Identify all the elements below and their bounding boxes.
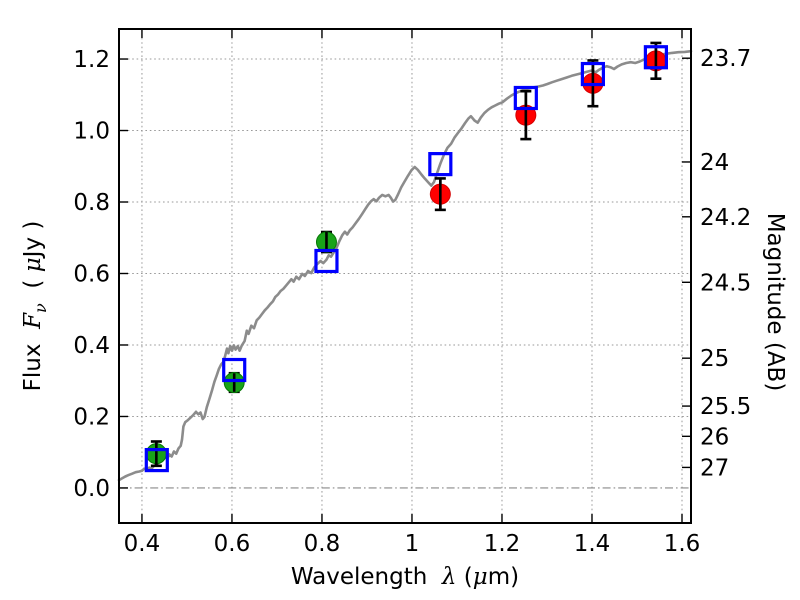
model-spectrum-line	[117, 49, 693, 482]
y-tick-label-right: 26	[700, 424, 729, 450]
x-axis-label: Wavelength λ (μm)	[291, 564, 519, 590]
axes-box	[118, 28, 692, 524]
y-axis-label-left: Flux Fν​ ( μJy )	[20, 221, 50, 392]
y-tick-label-right: 25	[700, 346, 729, 372]
model-photometry-marker	[513, 85, 538, 111]
y-tick-label-left: 0.0	[73, 476, 110, 502]
y-tick-label-right: 23.7	[700, 46, 751, 72]
y-tick-label-right: 24.2	[700, 205, 751, 231]
model-photometry-marker	[428, 152, 453, 177]
model-photometry-marker	[314, 248, 339, 274]
y-tick-label-left: 1.0	[73, 119, 110, 145]
x-tick-label: 1.6	[664, 531, 701, 557]
y-tick-label-left: 0.4	[73, 333, 110, 359]
x-tick-label: 0.4	[124, 531, 161, 557]
y-tick-label-right: 27	[700, 455, 729, 481]
x-tick-label: 0.8	[304, 531, 341, 557]
y-tick-label-left: 0.2	[73, 404, 110, 430]
model-photometry-marker	[222, 357, 247, 383]
model-photometry-squares	[144, 45, 668, 473]
y-tick-label-right: 24.5	[700, 270, 751, 296]
y-tick-label-left: 1.2	[73, 47, 110, 73]
x-tick-label: 1.2	[484, 531, 521, 557]
model-photometry-marker	[643, 45, 668, 70]
x-tick-label: 0.6	[214, 531, 251, 557]
x-tick-label: 1.4	[574, 531, 611, 557]
tick-marks	[119, 29, 691, 523]
grid-lines	[119, 29, 691, 523]
y-tick-label-right: 24	[700, 150, 729, 176]
y-axis-label-right: Magnitude (AB)	[762, 213, 788, 392]
y-tick-label-right: 25.5	[700, 394, 751, 420]
model-photometry-marker	[144, 447, 169, 473]
x-tick-label: 1	[405, 531, 420, 557]
model-photometry-marker	[580, 61, 605, 87]
y-tick-label-left: 0.8	[73, 190, 110, 216]
y-tick-label-left: 0.6	[73, 261, 110, 287]
